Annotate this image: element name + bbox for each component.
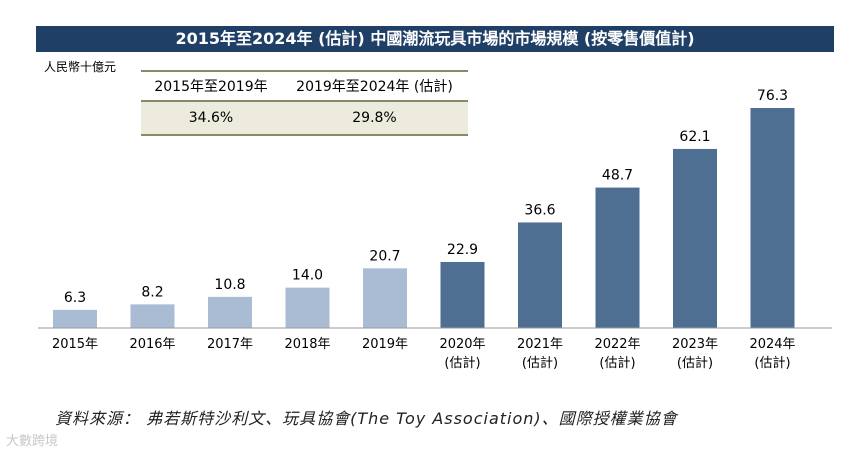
tick-label-2017年: 2017年 bbox=[207, 337, 253, 352]
bar-2019年 bbox=[363, 268, 407, 328]
tick-label-2024年: 2024年 bbox=[749, 337, 795, 352]
data-label-2022年: 48.7 bbox=[602, 168, 633, 184]
tick-label-2022年: 2022年 bbox=[594, 337, 640, 352]
data-label-2020年: 22.9 bbox=[447, 242, 478, 258]
cagr-value-row: 34.6% 29.8% bbox=[141, 102, 468, 136]
watermark: 大數跨境 bbox=[6, 434, 59, 449]
data-label-2021年: 36.6 bbox=[524, 202, 555, 218]
data-label-2019年: 20.7 bbox=[369, 248, 400, 264]
bar-2018年 bbox=[285, 287, 330, 328]
bar-group: 6.3 2015年 8.2 2016年 10.8 2017年 14.0 2018年 20.7 20… bbox=[52, 88, 796, 371]
tick-label-2018年: 2018年 bbox=[284, 337, 330, 352]
source-note: 資料來源： 弗若斯特沙利文、玩具協會(The Toy Association)、… bbox=[55, 409, 678, 428]
tick-label-2020年: 2020年 bbox=[439, 337, 485, 352]
bar-2022年 bbox=[595, 187, 640, 328]
tick-sublabel-2024年: (估計) bbox=[754, 355, 790, 371]
bar-2015年 bbox=[53, 309, 97, 328]
tick-label-2016年: 2016年 bbox=[129, 337, 175, 352]
data-label-2018年: 14.0 bbox=[292, 268, 323, 284]
tick-label-2021年: 2021年 bbox=[517, 337, 563, 352]
chart-title: 2015年至2024年 (估計) 中國潮流玩具市場的市場規模 (按零售價值計) bbox=[36, 26, 834, 52]
unit-label: 人民幣十億元 bbox=[44, 60, 117, 74]
bar-2023年 bbox=[673, 148, 717, 328]
tick-sublabel-2023年: (估計) bbox=[677, 355, 713, 371]
data-label-2017年: 10.8 bbox=[214, 277, 245, 293]
tick-sublabel-2022年: (估計) bbox=[599, 355, 635, 371]
tick-label-2019年: 2019年 bbox=[362, 337, 408, 352]
cagr-header-row: 2015年至2019年 2019年至2024年 (估計) bbox=[141, 70, 468, 102]
bar-2017年 bbox=[208, 296, 252, 328]
bar-2021年 bbox=[518, 222, 562, 328]
bar-2024年 bbox=[750, 108, 795, 328]
data-label-2023年: 62.1 bbox=[679, 129, 710, 145]
cagr-value-2015-2019: 34.6% bbox=[188, 110, 234, 126]
cagr-header-2019-2024: 2019年至2024年 (估計) bbox=[296, 79, 453, 95]
tick-label-2015年: 2015年 bbox=[52, 337, 98, 352]
data-label-2016年: 8.2 bbox=[141, 284, 163, 300]
cagr-table: 2015年至2019年 2019年至2024年 (估計) 34.6% 29.8% bbox=[141, 70, 468, 136]
data-label-2024年: 76.3 bbox=[757, 88, 788, 104]
bar-2020年 bbox=[440, 261, 485, 328]
tick-sublabel-2021年: (估計) bbox=[522, 355, 558, 371]
cagr-value-2019-2024: 29.8% bbox=[352, 110, 397, 126]
cagr-header-2015-2019: 2015年至2019年 bbox=[154, 79, 268, 95]
bar-2016年 bbox=[130, 304, 175, 328]
data-label-2015年: 6.3 bbox=[64, 290, 86, 306]
tick-sublabel-2020年: (估計) bbox=[444, 355, 480, 371]
tick-label-2023年: 2023年 bbox=[672, 337, 718, 352]
